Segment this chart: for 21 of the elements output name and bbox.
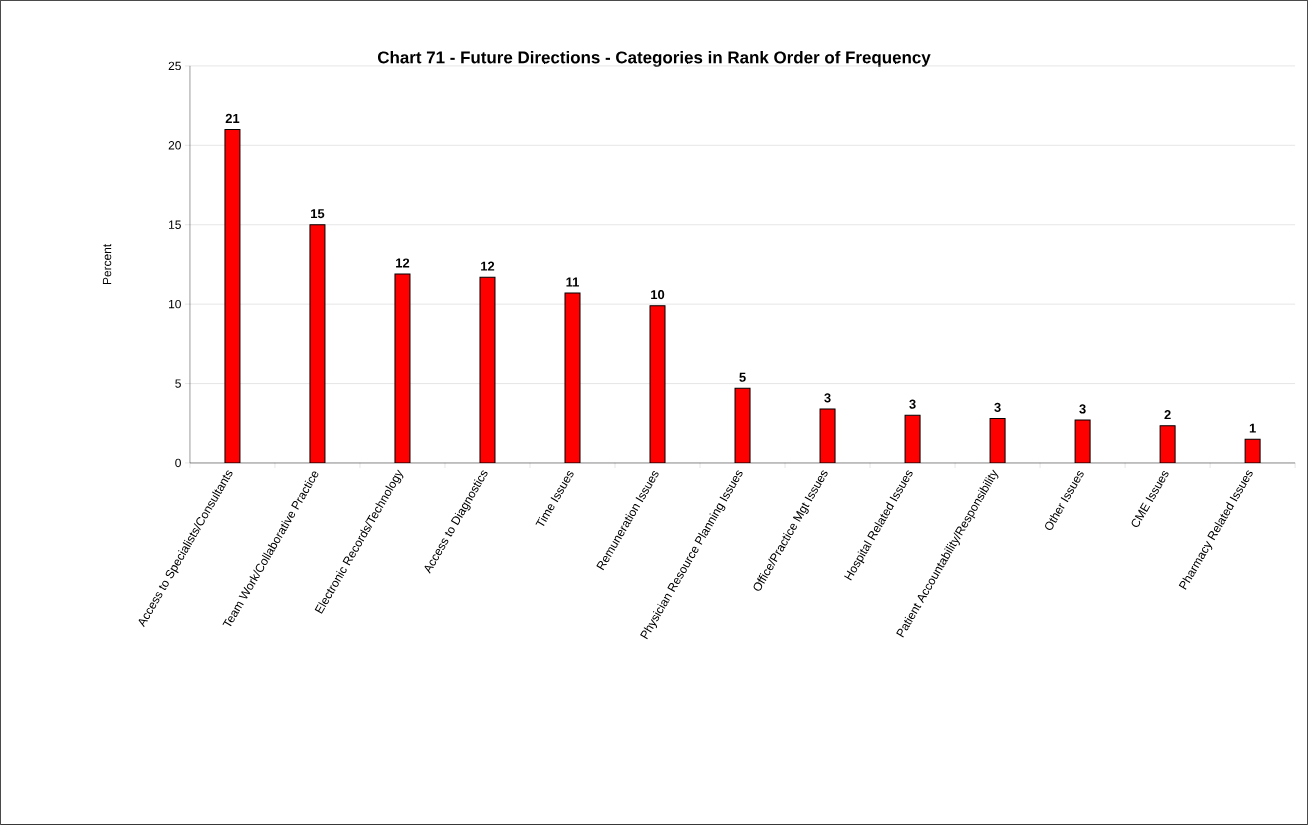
y-tick-label: 5 (175, 379, 181, 388)
data-label: 2 (1164, 410, 1171, 420)
y-tick-label: 25 (168, 61, 181, 71)
data-label: 1 (1249, 423, 1256, 433)
data-label: 11 (566, 277, 579, 287)
y-tick-label: 10 (169, 299, 181, 309)
data-label: 12 (481, 261, 495, 271)
data-label: 3 (909, 399, 916, 409)
data-label: 3 (824, 393, 831, 403)
y-axis-title: Percent (102, 243, 112, 285)
y-tick-label: 0 (175, 458, 181, 468)
y-tick-label: 15 (169, 220, 181, 229)
data-label: 3 (1079, 404, 1086, 414)
chart-title: Chart 71 - Future Directions - Categories in Rank Order of Frequency (377, 51, 931, 67)
data-label: 21 (225, 113, 240, 123)
data-label: 15 (311, 209, 325, 219)
y-tick-label: 20 (168, 141, 181, 150)
data-label: 12 (396, 258, 410, 268)
data-label: 3 (994, 402, 1001, 412)
data-label: 10 (651, 290, 665, 300)
data-label: 5 (739, 372, 746, 382)
